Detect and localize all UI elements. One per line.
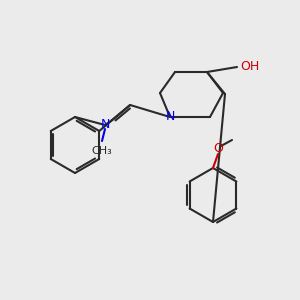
Text: OH: OH xyxy=(240,61,259,74)
Text: N: N xyxy=(165,110,175,124)
Text: CH₃: CH₃ xyxy=(92,146,112,156)
Text: O: O xyxy=(213,142,223,154)
Text: N: N xyxy=(100,118,110,131)
